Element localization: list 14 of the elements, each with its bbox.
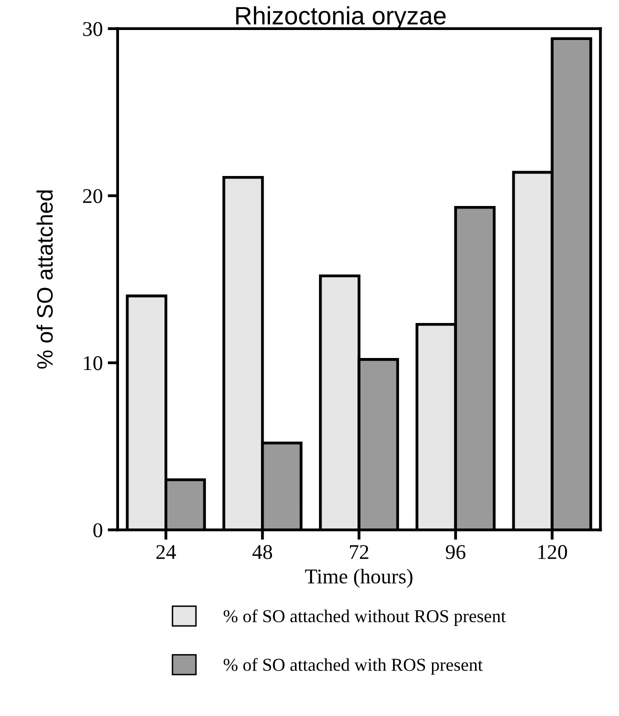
chart-title: Rhizoctonia oryzae xyxy=(236,6,446,30)
x-tick-label: 96 xyxy=(446,545,466,560)
x-tick-label: 72 xyxy=(350,545,368,559)
y-tick-label: 0 xyxy=(93,523,102,538)
legend-label: % of SO attached with ROS present xyxy=(224,658,483,675)
y-tick-label: 10 xyxy=(84,356,102,370)
y-axis-title: % of SO attatched xyxy=(36,190,53,369)
legend-label: % of SO attached without ROS present xyxy=(224,609,506,626)
x-axis-title: Time (hours) xyxy=(305,568,412,588)
x-tick-label: 48 xyxy=(252,545,272,560)
y-tick-label: 30 xyxy=(83,22,102,36)
x-tick-label: 24 xyxy=(156,545,176,559)
x-tick-label: 120 xyxy=(538,545,567,560)
y-tick-label: 20 xyxy=(83,189,102,204)
